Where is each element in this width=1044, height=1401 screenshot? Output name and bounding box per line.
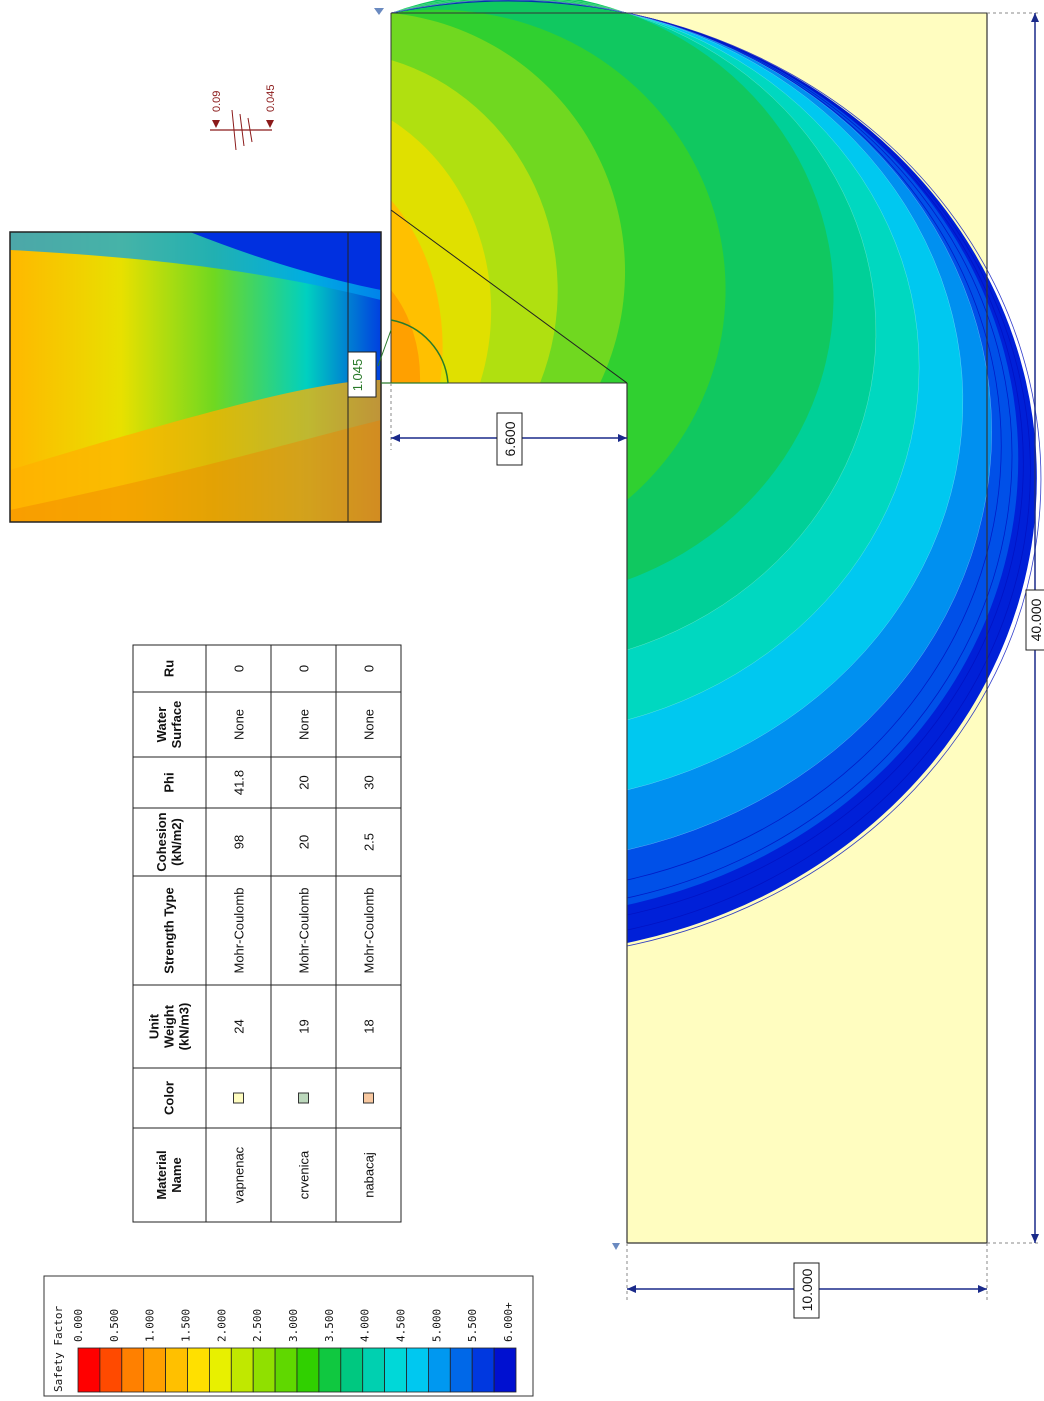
table-header-unit_weight: (kN/m3) — [177, 1003, 192, 1051]
material-color-swatch — [233, 1092, 244, 1104]
legend-swatch — [427, 1347, 451, 1393]
table-cell-water_surface: None — [362, 709, 377, 740]
critical-factor-label: 1.045 — [350, 359, 365, 392]
table-cell-cohesion: 20 — [297, 835, 312, 849]
table-header-ru: Ru — [162, 660, 177, 677]
load-label-b: 0.045 — [265, 84, 277, 112]
table-header-strength_type: Strength Type — [162, 887, 177, 973]
legend-tick-label: 4.000 — [359, 1309, 372, 1342]
table-header-water_surface: Water — [154, 707, 169, 743]
table-cell-name: vapnenac — [232, 1146, 247, 1203]
dimension-lines: 40.000 10.000 6.600 — [374, 8, 1044, 1319]
excavation-base — [380, 943, 627, 1253]
legend-tick-label: 5.000 — [430, 1309, 443, 1342]
legend-swatch — [318, 1347, 342, 1393]
table-cell-name: nabacaj — [362, 1152, 377, 1198]
dim-total-width: 40.000 — [1028, 598, 1044, 641]
dim-total-height: 10.000 — [799, 1268, 815, 1311]
legend-swatch — [449, 1347, 473, 1393]
legend-swatch — [252, 1347, 276, 1393]
table-header-cohesion: (kN/m2) — [169, 818, 184, 866]
table-cell-ru: 0 — [297, 665, 312, 672]
table-header-name: Name — [169, 1157, 184, 1192]
table-cell-unit_weight: 18 — [362, 1019, 377, 1033]
safety-factor-legend: Safety Factor 0.000 0.500 1.000 1.500 2.000 2.… — [43, 1275, 534, 1397]
legend-title: Safety Factor — [52, 1306, 65, 1392]
materials-table: Material Name vapnenac crvenica nabacaj Color… — [132, 644, 402, 1223]
legend-swatch — [230, 1347, 254, 1393]
table-header-cohesion: Cohesion — [154, 812, 169, 871]
table-cell-strength_type: Mohr-Coulomb — [297, 888, 312, 974]
legend-swatch — [406, 1347, 429, 1393]
table-cell-strength_type: Mohr-Coulomb — [362, 888, 377, 974]
material-boundary — [390, 209, 628, 384]
legend-swatch — [471, 1347, 495, 1393]
legend-swatch — [208, 1347, 232, 1393]
legend-swatch — [493, 1347, 517, 1393]
table-cell-cohesion: 2.5 — [362, 833, 377, 851]
legend-swatch — [187, 1347, 210, 1393]
legend-tick-label: 4.500 — [395, 1309, 408, 1342]
material-color-swatch — [298, 1092, 309, 1104]
critical-factor-label-box — [347, 351, 377, 398]
critical-slip-surface — [390, 319, 449, 384]
table-cell-water_surface: None — [297, 709, 312, 740]
legend-tick-label: 1.000 — [144, 1309, 157, 1342]
table-cell-ru: 0 — [362, 665, 377, 672]
legend-swatch — [77, 1347, 101, 1393]
table-cell-phi: 41.8 — [232, 770, 247, 795]
legend-swatch — [121, 1347, 145, 1393]
model-geometry — [380, 0, 1042, 1253]
seismic-load-indicator: 0.09 0.045 — [210, 84, 277, 151]
legend-tick-label: 2.000 — [215, 1309, 228, 1342]
legend-tick-label: 6.000+ — [502, 1302, 515, 1342]
zoom-inset: 1.045 — [9, 231, 392, 523]
legend-tick-label: 5.500 — [466, 1309, 479, 1342]
legend-swatch — [296, 1347, 320, 1393]
table-cell-ru: 0 — [232, 665, 247, 672]
legend-swatch — [274, 1347, 298, 1393]
table-cell-unit_weight: 19 — [297, 1019, 312, 1033]
legend-tick-label: 1.500 — [180, 1309, 193, 1342]
legend-tick-label: 3.000 — [287, 1309, 300, 1342]
dim-bench: 6.600 — [502, 421, 518, 456]
table-header-color: Color — [162, 1081, 177, 1115]
table-cell-name: crvenica — [297, 1150, 312, 1199]
legend-swatch — [143, 1347, 166, 1393]
material-color-swatch — [363, 1092, 374, 1104]
table-cell-water_surface: None — [232, 709, 247, 740]
table-header-water_surface: Surface — [169, 701, 184, 749]
table-cell-phi: 30 — [362, 775, 377, 789]
legend-tick-label: 3.500 — [323, 1309, 336, 1342]
legend-swatch — [384, 1347, 407, 1393]
legend-tick-label: 0.500 — [108, 1309, 121, 1342]
table-cell-cohesion: 98 — [232, 835, 247, 849]
table-header-name: Material — [154, 1150, 169, 1199]
legend-swatch — [362, 1347, 386, 1393]
legend-swatch — [340, 1347, 364, 1393]
legend-swatch — [165, 1347, 188, 1393]
table-header-unit_weight: Unit — [147, 1013, 162, 1039]
table-cell-phi: 20 — [297, 775, 312, 789]
table-cell-unit_weight: 24 — [232, 1019, 247, 1033]
legend-tick-label: 2.500 — [251, 1309, 264, 1342]
load-label-a: 0.09 — [211, 91, 223, 112]
legend-swatch — [99, 1347, 123, 1393]
table-cell-strength_type: Mohr-Coulomb — [232, 888, 247, 974]
table-header-unit_weight: Weight — [162, 1004, 177, 1048]
table-header-phi: Phi — [162, 772, 177, 792]
legend-tick-label: 0.000 — [72, 1309, 85, 1342]
safety-factor-contours — [390, 0, 1042, 947]
